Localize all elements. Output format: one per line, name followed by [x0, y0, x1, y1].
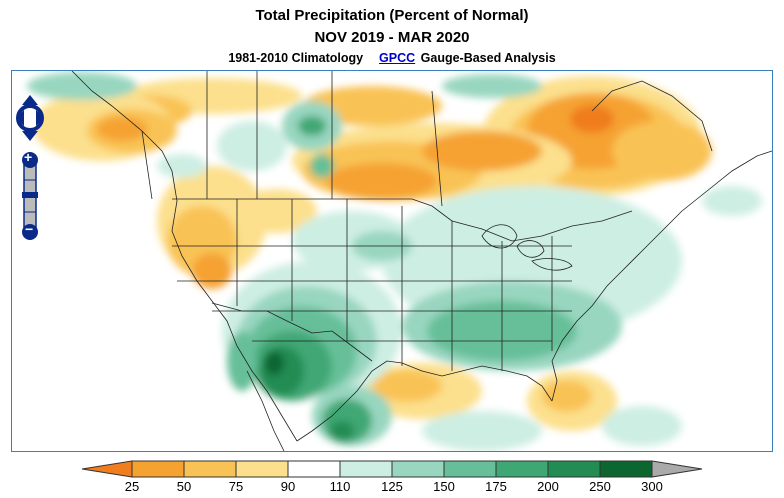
- precipitation-map[interactable]: + −: [11, 70, 773, 452]
- zoom-in-button[interactable]: [22, 152, 38, 168]
- legend-swatch-50-75: [183, 460, 237, 478]
- legend-tick-label: 75: [228, 479, 244, 494]
- legend-swatch-110-125: [339, 460, 393, 478]
- legend-swatch-150-175: [443, 460, 497, 478]
- zoom-in-icon: +: [24, 149, 33, 165]
- legend-swatch-250-300: [599, 460, 653, 478]
- legend-tick-label: 200: [537, 479, 559, 494]
- legend-tick-label: 50: [176, 479, 192, 494]
- precipitation-map-canvas: [27, 71, 772, 451]
- zoom-out-button[interactable]: [22, 224, 38, 240]
- legend-tick-label: 175: [485, 479, 507, 494]
- pan-left-icon[interactable]: [16, 110, 24, 126]
- legend-tick-label: 250: [589, 479, 611, 494]
- pan-right-icon[interactable]: [36, 110, 44, 126]
- pan-down-icon[interactable]: [22, 131, 38, 141]
- legend-swatch-25-50: [131, 460, 185, 478]
- legend-swatch-175-200: [495, 460, 549, 478]
- map-period: NOV 2019 - MAR 2020: [314, 29, 470, 46]
- color-legend: [81, 460, 703, 478]
- analysis-label: Gauge-Based Analysis: [420, 51, 556, 65]
- legend-tick-label: 110: [329, 479, 351, 494]
- zoom-out-icon: −: [25, 221, 34, 237]
- legend-swatch-90-110: [287, 460, 341, 478]
- legend-tick-label: 125: [381, 479, 403, 494]
- zoom-slider-handle[interactable]: [22, 192, 38, 198]
- map-boundaries: [71, 71, 772, 451]
- legend-swatch-75-90: [235, 460, 289, 478]
- map-subtitle: 1981-2010 Climatology GPCC Gauge-Based A…: [0, 51, 784, 65]
- legend-swatch-200-250: [547, 460, 601, 478]
- legend-tick-label: 300: [641, 479, 663, 494]
- legend-swatch-above-max: [651, 460, 703, 478]
- legend-swatch-125-150: [391, 460, 445, 478]
- legend-tick-label: 90: [280, 479, 296, 494]
- climatology-label: 1981-2010 Climatology: [228, 51, 364, 65]
- legend-tick-label: 25: [124, 479, 140, 494]
- map-title: Total Precipitation (Percent of Normal): [255, 7, 529, 24]
- zoom-control[interactable]: + −: [21, 149, 39, 240]
- gpcc-link[interactable]: GPCC: [379, 51, 416, 65]
- legend-swatch-below-min: [81, 460, 133, 478]
- pan-control[interactable]: [14, 93, 46, 143]
- legend-tick-label: 150: [433, 479, 455, 494]
- pan-up-icon[interactable]: [22, 95, 38, 105]
- precipitation-shading: [27, 72, 762, 451]
